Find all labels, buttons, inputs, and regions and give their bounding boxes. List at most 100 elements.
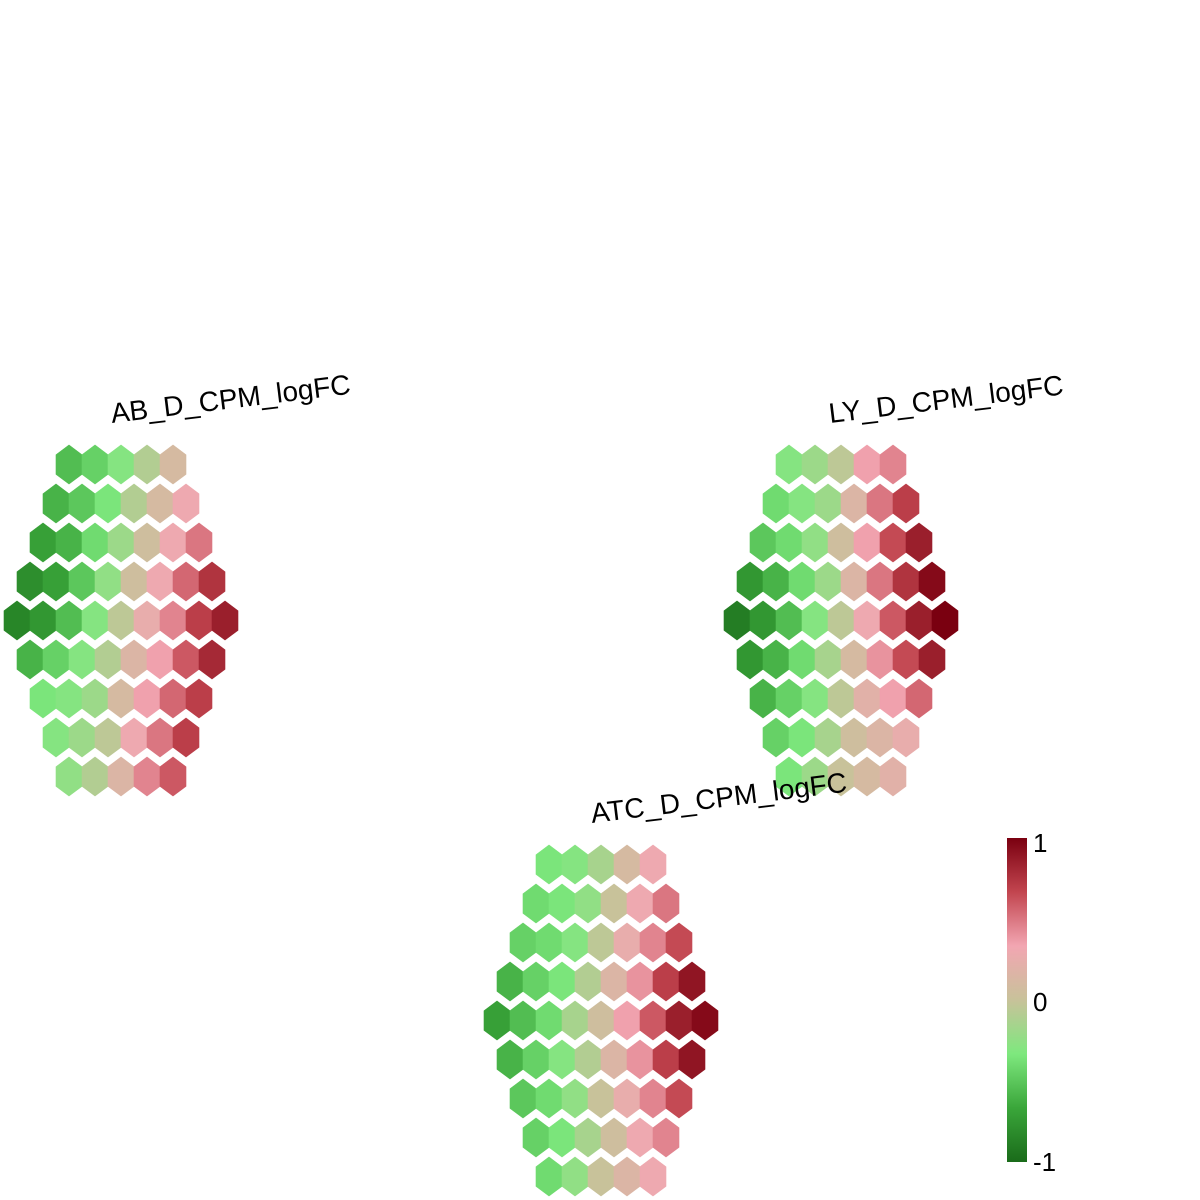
hex-cell — [522, 883, 550, 924]
legend-tick-min: -1 — [1033, 1147, 1056, 1177]
hex-cell — [879, 522, 907, 563]
hex-cell — [120, 717, 148, 758]
hex-cell — [775, 522, 803, 563]
hex-cell — [81, 522, 109, 563]
hex-cell — [42, 483, 70, 524]
hex-cell — [16, 561, 44, 602]
hex-cell — [172, 639, 200, 680]
hex-cell — [107, 600, 135, 641]
hex-cell — [905, 522, 933, 563]
hex-cell — [55, 522, 83, 563]
hex-cell — [211, 600, 239, 641]
hex-cell — [827, 522, 855, 563]
hex-cell — [652, 883, 680, 924]
hex-cell — [678, 961, 706, 1002]
hex-cell — [840, 717, 868, 758]
hex-cell — [587, 1000, 615, 1041]
hex-cell — [788, 717, 816, 758]
hex-cell — [840, 561, 868, 602]
hex-cell — [159, 522, 187, 563]
hex-cell — [853, 756, 881, 797]
hex-cell — [133, 600, 161, 641]
hex-cell — [827, 678, 855, 719]
hex-cell — [788, 483, 816, 524]
hex-cell — [879, 600, 907, 641]
hex-cell — [866, 717, 894, 758]
hex-cell — [853, 444, 881, 485]
hex-cell — [574, 883, 602, 924]
hex-cell — [68, 717, 96, 758]
hex-cell — [146, 561, 174, 602]
hex-cell — [801, 522, 829, 563]
hex-cell — [613, 1078, 641, 1119]
hex-cell — [587, 1078, 615, 1119]
hex-cell — [55, 756, 83, 797]
hex-cell — [548, 1117, 576, 1158]
hex-cell — [892, 717, 920, 758]
hex-cell — [172, 717, 200, 758]
hex-cell — [120, 483, 148, 524]
hex-cell — [68, 483, 96, 524]
hex-cell — [879, 678, 907, 719]
hex-cell — [561, 922, 589, 963]
hex-cell — [483, 1000, 511, 1041]
hex-cell — [561, 844, 589, 885]
hex-cell — [801, 678, 829, 719]
hex-cell — [185, 522, 213, 563]
hex-cell — [892, 561, 920, 602]
hex-cell — [905, 678, 933, 719]
hex-cell — [94, 561, 122, 602]
hex-cell — [133, 522, 161, 563]
hex-cell — [866, 561, 894, 602]
color-legend: 1 0 -1 — [1007, 828, 1056, 1177]
hex-cell — [42, 561, 70, 602]
hex-cell — [840, 639, 868, 680]
hex-cell — [509, 1000, 537, 1041]
hex-cell — [172, 561, 200, 602]
map-title-ab: AB_D_CPM_logFC — [109, 369, 352, 429]
hex-cell — [509, 1078, 537, 1119]
hex-cell — [801, 600, 829, 641]
hex-cell — [94, 639, 122, 680]
hex-cell — [185, 600, 213, 641]
hex-cell — [801, 444, 829, 485]
hex-cell — [55, 444, 83, 485]
hex-cell — [879, 444, 907, 485]
hex-cell — [522, 961, 550, 1002]
hex-cell — [762, 717, 790, 758]
hex-cell — [918, 561, 946, 602]
hex-cell — [788, 561, 816, 602]
hex-cell — [81, 678, 109, 719]
hex-cell — [535, 1000, 563, 1041]
hex-cell — [665, 1078, 693, 1119]
hex-cell — [626, 1039, 654, 1080]
hex-cell — [749, 600, 777, 641]
hex-cell — [535, 1078, 563, 1119]
hex-cell — [94, 483, 122, 524]
hex-cell — [918, 639, 946, 680]
hex-cell — [931, 600, 959, 641]
hex-cell — [159, 678, 187, 719]
hex-cell — [853, 600, 881, 641]
hex-cell — [55, 600, 83, 641]
hex-cell — [496, 961, 524, 1002]
som-map-1 — [723, 444, 959, 797]
hex-cell — [522, 1039, 550, 1080]
map-title-ly: LY_D_CPM_logFC — [827, 369, 1065, 429]
hex-cell — [574, 1039, 602, 1080]
hex-cell — [81, 600, 109, 641]
hex-cell — [600, 1039, 628, 1080]
hex-cell — [853, 522, 881, 563]
hex-cell — [81, 756, 109, 797]
hex-cell — [600, 961, 628, 1002]
hex-cell — [613, 1000, 641, 1041]
hex-cell — [133, 756, 161, 797]
hex-cell — [29, 522, 57, 563]
hex-cell — [723, 600, 751, 641]
hex-cell — [29, 600, 57, 641]
hex-cell — [626, 961, 654, 1002]
hex-cell — [496, 1039, 524, 1080]
hex-cell — [879, 756, 907, 797]
hex-cell — [600, 883, 628, 924]
